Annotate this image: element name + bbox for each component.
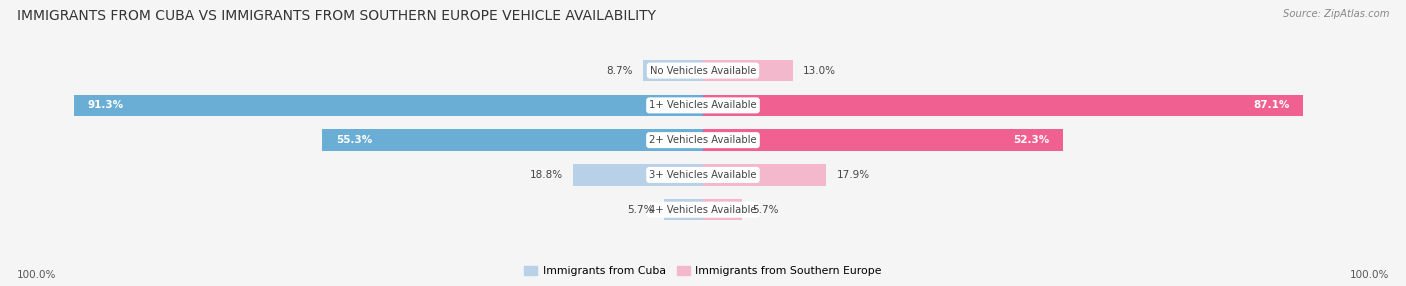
Text: 3+ Vehicles Available: 3+ Vehicles Available	[650, 170, 756, 180]
FancyBboxPatch shape	[0, 127, 1406, 286]
Text: 8.7%: 8.7%	[606, 65, 633, 76]
Bar	[574, 164, 703, 186]
Text: 91.3%: 91.3%	[87, 100, 124, 110]
Text: IMMIGRANTS FROM CUBA VS IMMIGRANTS FROM SOUTHERN EUROPE VEHICLE AVAILABILITY: IMMIGRANTS FROM CUBA VS IMMIGRANTS FROM …	[17, 9, 655, 23]
Text: 55.3%: 55.3%	[336, 135, 373, 145]
Text: 2+ Vehicles Available: 2+ Vehicles Available	[650, 135, 756, 145]
Legend: Immigrants from Cuba, Immigrants from Southern Europe: Immigrants from Cuba, Immigrants from So…	[520, 262, 886, 281]
Text: 13.0%: 13.0%	[803, 65, 837, 76]
Bar	[75, 95, 703, 116]
Text: 18.8%: 18.8%	[530, 170, 564, 180]
Text: Source: ZipAtlas.com: Source: ZipAtlas.com	[1282, 9, 1389, 19]
Bar	[664, 199, 703, 221]
FancyBboxPatch shape	[0, 92, 1406, 257]
Text: 52.3%: 52.3%	[1014, 135, 1049, 145]
Text: 5.7%: 5.7%	[752, 205, 779, 215]
Text: 100.0%: 100.0%	[1350, 270, 1389, 280]
Text: 100.0%: 100.0%	[17, 270, 56, 280]
Bar	[643, 60, 703, 82]
FancyBboxPatch shape	[0, 23, 1406, 188]
FancyBboxPatch shape	[0, 0, 1406, 153]
Bar	[703, 129, 1063, 151]
Bar	[703, 164, 827, 186]
Bar	[703, 60, 793, 82]
Text: 1+ Vehicles Available: 1+ Vehicles Available	[650, 100, 756, 110]
Bar	[703, 95, 1303, 116]
Text: 5.7%: 5.7%	[627, 205, 654, 215]
Bar	[703, 199, 742, 221]
Text: 87.1%: 87.1%	[1253, 100, 1289, 110]
Text: No Vehicles Available: No Vehicles Available	[650, 65, 756, 76]
Bar	[322, 129, 703, 151]
Text: 4+ Vehicles Available: 4+ Vehicles Available	[650, 205, 756, 215]
FancyBboxPatch shape	[0, 58, 1406, 223]
Text: 17.9%: 17.9%	[837, 170, 870, 180]
